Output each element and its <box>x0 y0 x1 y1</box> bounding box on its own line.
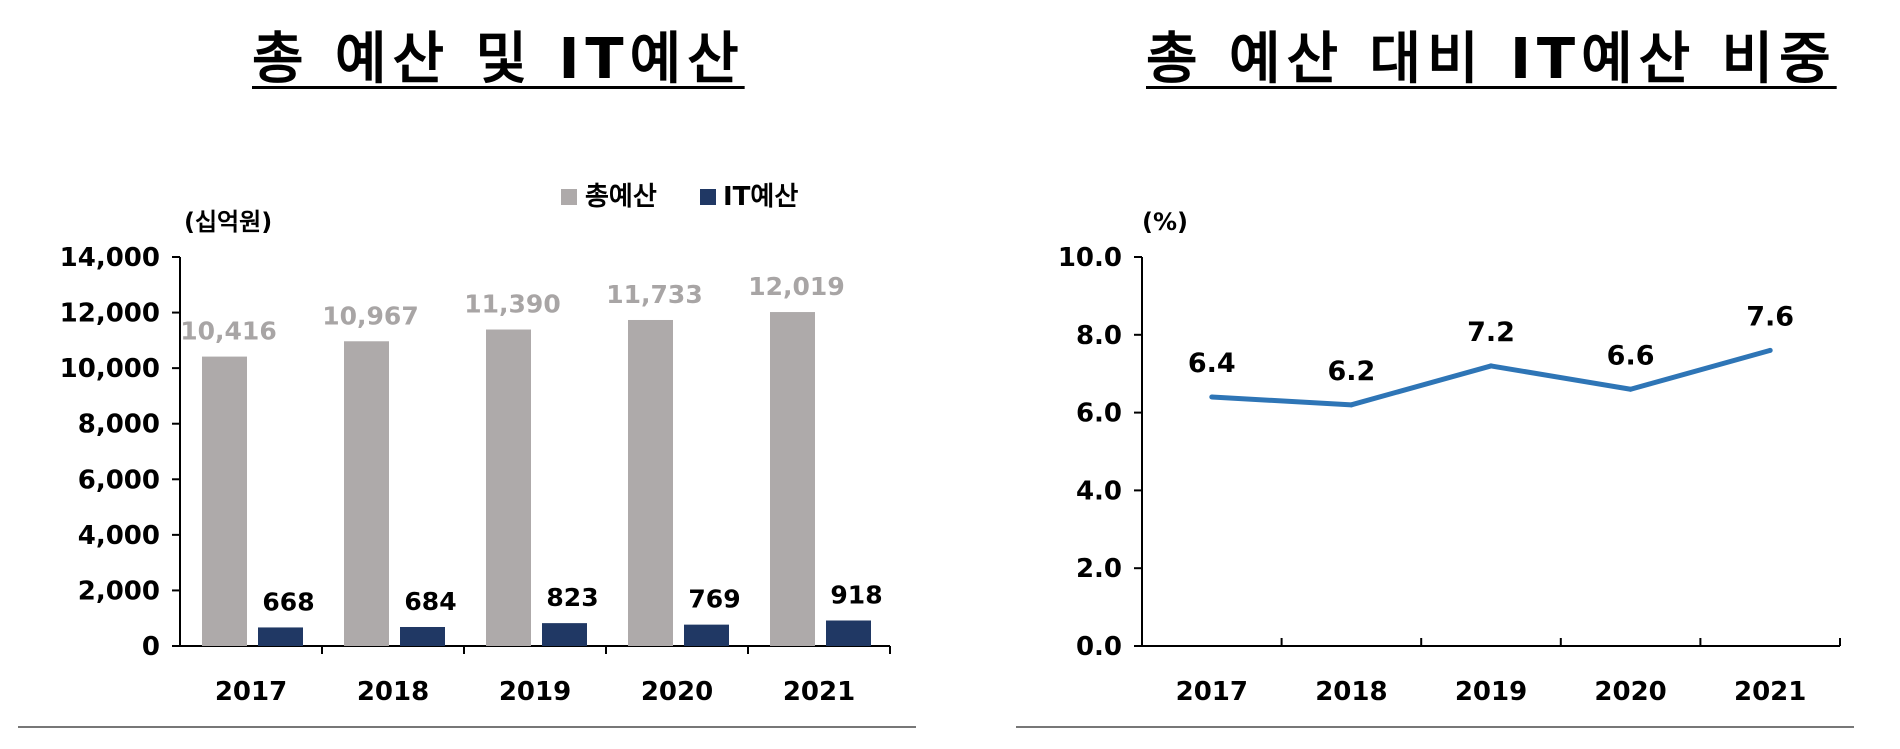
bar-total-budget <box>202 356 247 646</box>
bar-total-budget-label: 10,416 <box>180 317 276 346</box>
legend-total-budget-swatch <box>561 189 577 205</box>
share-data-label: 7.2 <box>1467 317 1515 348</box>
share-series-line <box>1211 347 1771 408</box>
line-y-tick-label: 6.0 <box>1076 399 1122 429</box>
bar-chart-title: 총 예산 및 IT예산 <box>252 27 745 92</box>
bar-y-tick-label: 14,000 <box>60 243 160 273</box>
bar-total-budget-label: 12,019 <box>748 272 844 301</box>
bar-total-budget-label: 11,733 <box>606 280 702 309</box>
bar-it-budget <box>684 624 729 646</box>
bar-category-label: 2018 <box>357 677 429 707</box>
bar-total-budget <box>344 341 389 646</box>
bar-y-tick-label: 8,000 <box>78 410 160 440</box>
bar-y-tick-label: 2,000 <box>78 576 160 606</box>
bar-chart: 0 2,000 4,000 6,000 8,000 10,000 12,000 14,000 2… <box>60 182 891 707</box>
legend-it-budget-label: IT예산 <box>723 182 798 212</box>
bar-it-budget-label: 684 <box>404 587 456 616</box>
share-data-point <box>1209 394 1215 400</box>
line-y-tick-label: 10.0 <box>1058 243 1122 273</box>
bar-y-tick-label: 12,000 <box>60 299 160 329</box>
bar-it-budget-label: 769 <box>688 585 740 614</box>
bar-y-tick-label: 0 <box>142 632 160 662</box>
share-data-point <box>1348 402 1354 408</box>
line-category-label: 2017 <box>1176 677 1248 707</box>
line-chart-unit-label: (%) <box>1142 208 1188 236</box>
line-category-label: 2021 <box>1734 677 1806 707</box>
bar-category-label: 2019 <box>499 677 571 707</box>
legend-it-budget-swatch <box>700 189 716 205</box>
bar-it-budget-label: 823 <box>546 583 598 612</box>
share-data-label: 6.6 <box>1607 340 1655 371</box>
bar-total-budget-label: 10,967 <box>322 301 418 330</box>
bar-category-label: 2017 <box>215 677 287 707</box>
bar-total-budget <box>628 319 673 646</box>
line-y-tick-label: 8.0 <box>1076 321 1122 351</box>
bar-it-budget <box>258 627 303 646</box>
bar-total-budget-label: 11,390 <box>464 290 560 319</box>
line-y-tick-label: 0.0 <box>1076 632 1122 662</box>
share-data-point <box>1767 347 1773 353</box>
line-category-label: 2019 <box>1455 677 1527 707</box>
line-chart-title: 총 예산 대비 IT예산 비중 <box>1146 27 1837 92</box>
bar-it-budget <box>542 623 587 646</box>
share-data-point <box>1628 386 1634 392</box>
line-category-label: 2020 <box>1594 677 1666 707</box>
line-chart: 0.0 2.0 4.0 6.0 8.0 10.0 2017 6.4 2018 6.2 2019 7.2… <box>1058 243 1841 707</box>
share-data-label: 7.6 <box>1746 301 1794 332</box>
line-category-label: 2018 <box>1315 677 1387 707</box>
share-data-label: 6.4 <box>1188 348 1236 379</box>
bar-category-label: 2020 <box>641 677 713 707</box>
bar-it-budget-label: 668 <box>262 587 314 616</box>
legend-total-budget-label: 총예산 <box>585 182 657 212</box>
bar-chart-unit-label: (십억원) <box>184 208 272 236</box>
bar-y-tick-label: 6,000 <box>78 465 160 495</box>
bar-total-budget <box>486 329 531 646</box>
share-data-label: 6.2 <box>1327 356 1375 387</box>
bar-total-budget <box>770 312 815 646</box>
line-y-tick-label: 2.0 <box>1076 554 1122 584</box>
share-data-point <box>1488 363 1494 369</box>
bar-y-tick-label: 10,000 <box>60 354 160 384</box>
bar-it-budget <box>826 620 871 646</box>
bar-it-budget <box>400 626 445 646</box>
bar-category-label: 2021 <box>783 677 855 707</box>
bar-y-tick-label: 4,000 <box>78 521 160 551</box>
line-y-tick-label: 4.0 <box>1076 476 1122 506</box>
bar-it-budget-label: 918 <box>830 580 882 609</box>
